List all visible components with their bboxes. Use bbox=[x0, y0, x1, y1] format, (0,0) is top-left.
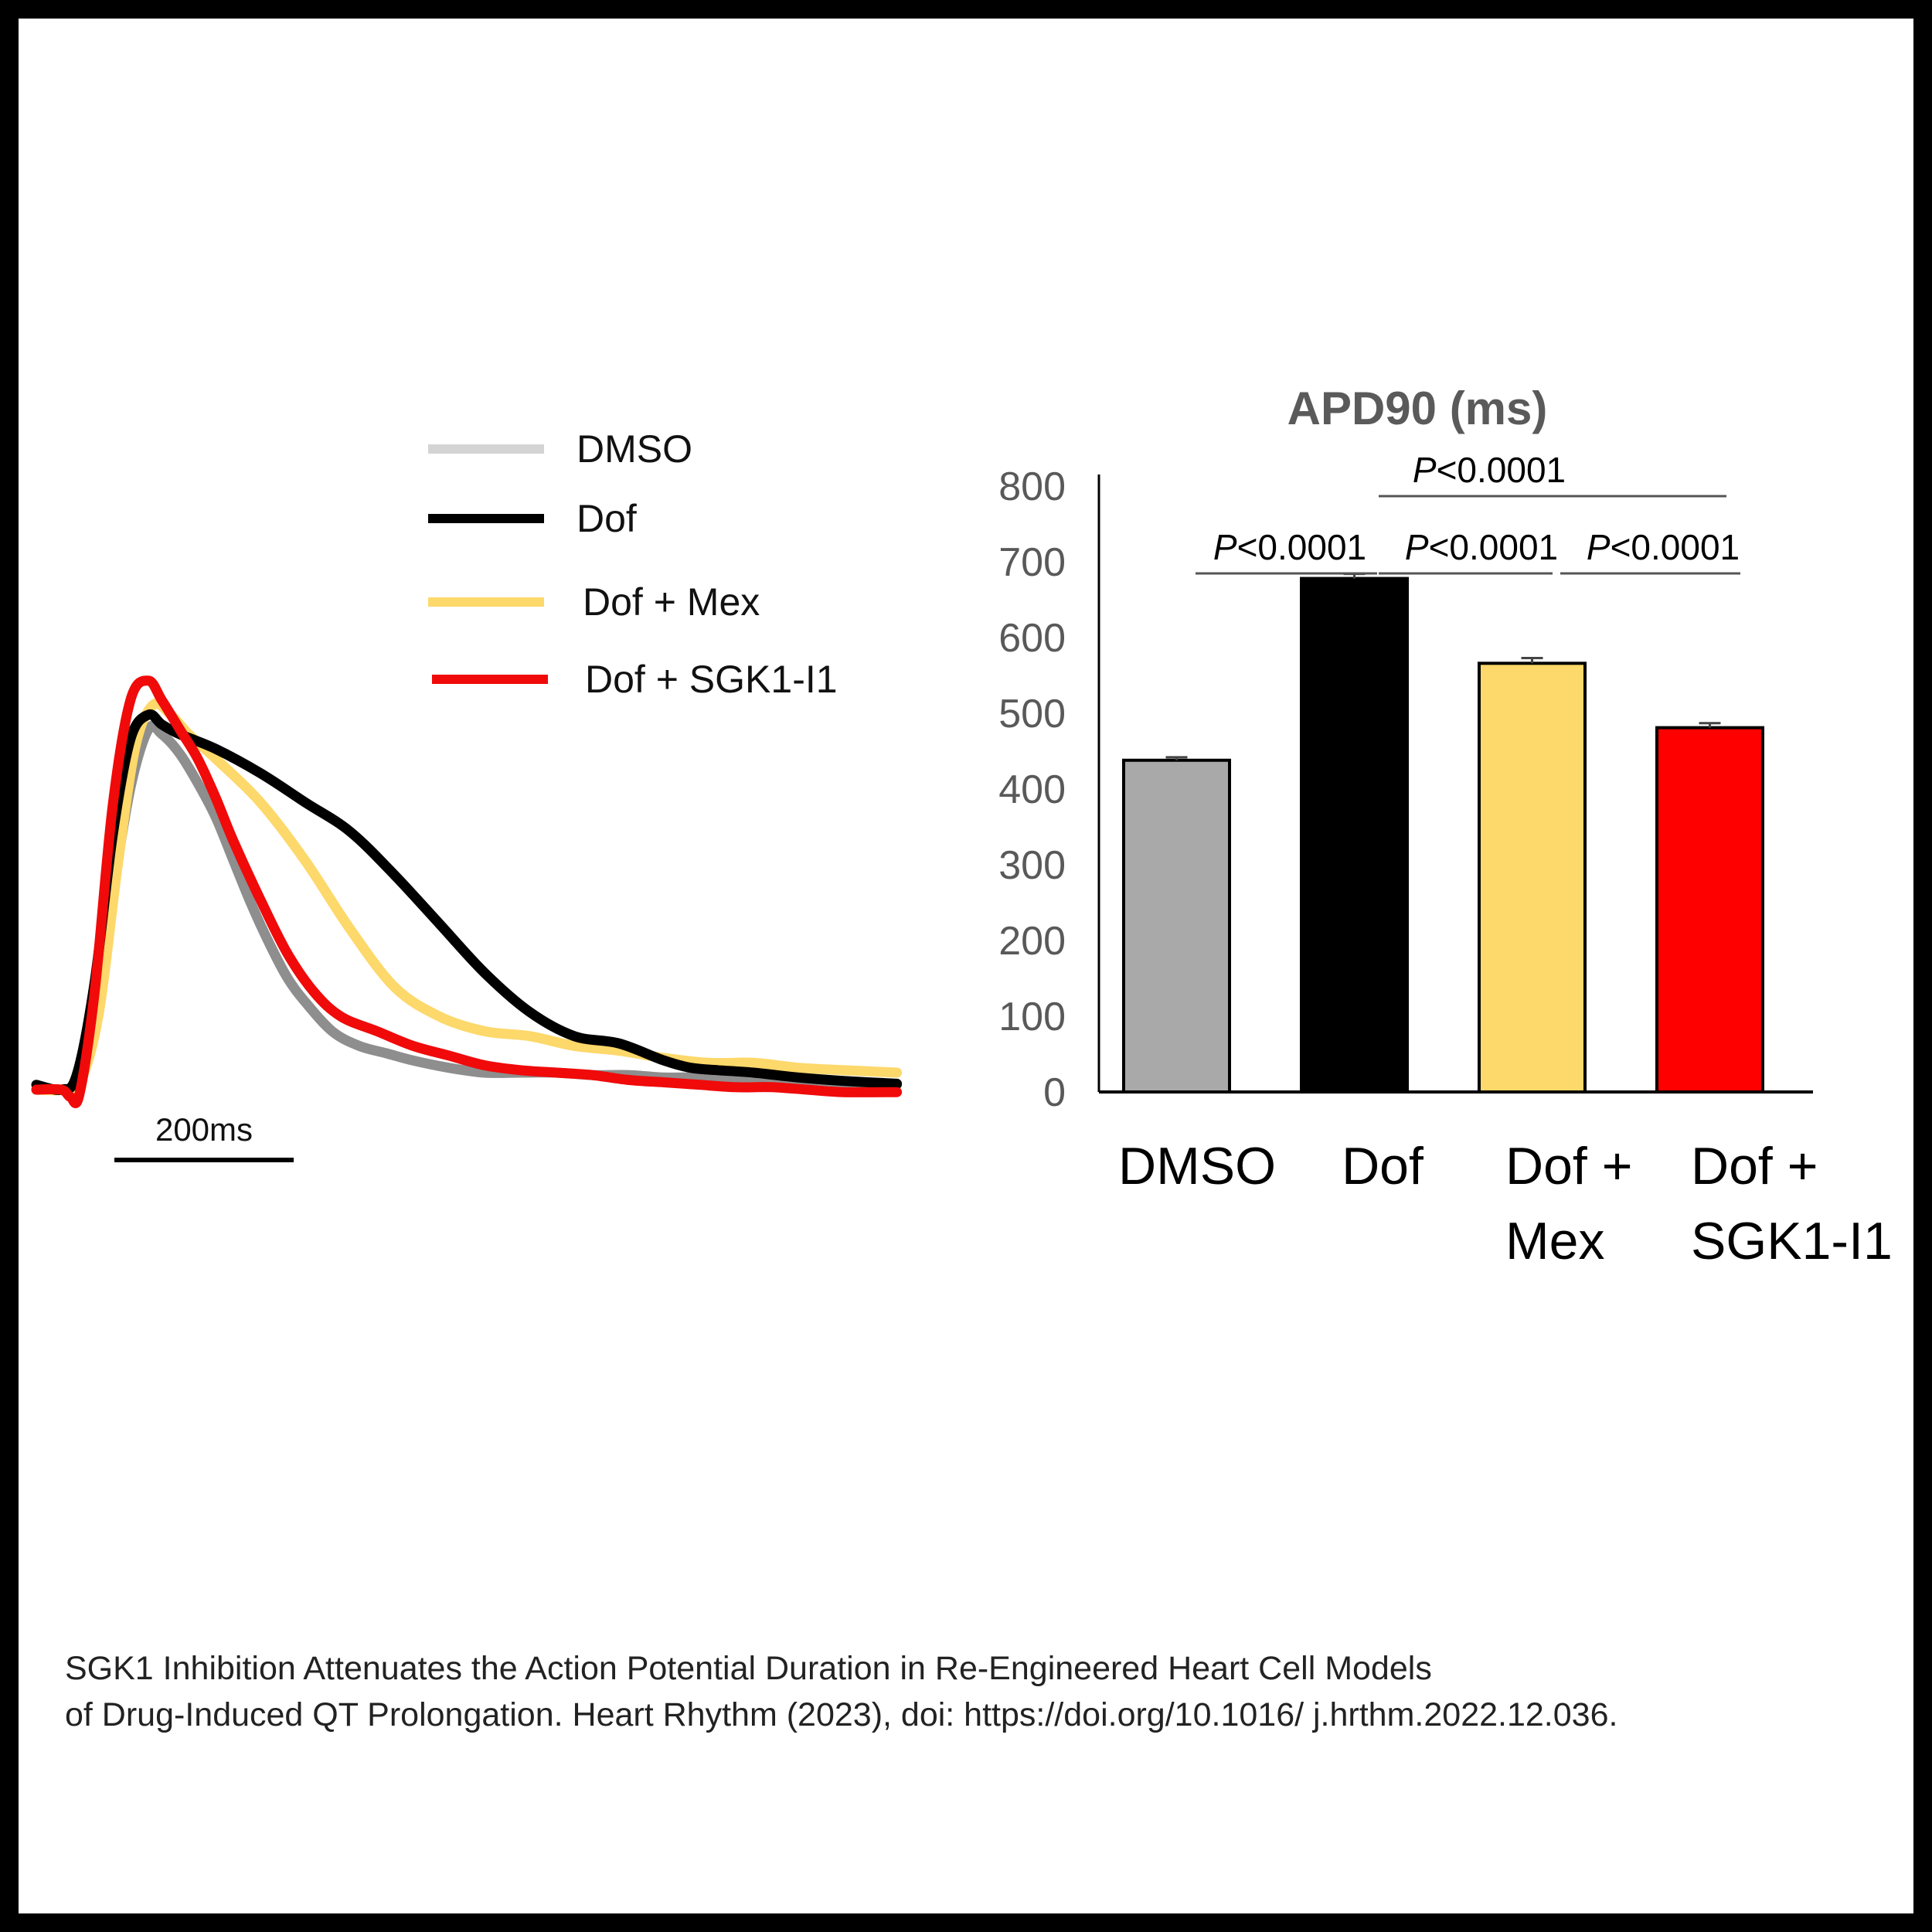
legend-label-dof: Dof bbox=[577, 497, 637, 540]
bar-dof-sgk1-i1 bbox=[1655, 726, 1764, 1094]
caption-line-1: SGK1 Inhibition Attenuates the Action Po… bbox=[65, 1650, 1432, 1687]
figure-svg: DMSO Dof Dof + Mex Dof + SGK1-I1 200ms APD9… bbox=[31, 383, 1893, 1270]
y-tick-label-400: 400 bbox=[998, 767, 1066, 812]
significance-label-4: P<0.0001 bbox=[1413, 450, 1566, 490]
bar-dmso bbox=[1122, 758, 1231, 1094]
scale-bar-label: 200ms bbox=[155, 1111, 253, 1148]
bar-dof bbox=[1300, 577, 1409, 1094]
trace-dof bbox=[31, 709, 903, 1095]
scale-bar: 200ms bbox=[114, 1111, 294, 1162]
action-potential-traces bbox=[31, 675, 903, 1109]
y-tick-label-500: 500 bbox=[998, 692, 1066, 736]
legend: DMSO Dof Dof + Mex Dof + SGK1-I1 bbox=[428, 427, 838, 701]
figure-caption: SGK1 Inhibition Attenuates the Action Po… bbox=[65, 1645, 1920, 1738]
x-tick-label-dof-sgk1-i1: Dof + SGK1-I1 bbox=[1691, 1137, 1893, 1270]
y-tick-label-0: 0 bbox=[1043, 1070, 1066, 1115]
y-tick-label-100: 100 bbox=[998, 995, 1066, 1039]
y-tick-label-200: 200 bbox=[998, 919, 1066, 964]
y-tick-label-800: 800 bbox=[998, 464, 1066, 509]
figure-panel: DMSO Dof Dof + Mex Dof + SGK1-I1 200ms APD9… bbox=[19, 19, 1913, 1913]
apd90-bar-chart: APD90 (ms) 0 100 200 300 400 500 600 700 800 DMSO D… bbox=[998, 383, 1893, 1270]
x-tick-label-dof: Dof bbox=[1342, 1137, 1423, 1196]
trace-dof-mex bbox=[31, 698, 903, 1096]
legend-label-dmso: DMSO bbox=[577, 427, 692, 471]
chart-title: APD90 (ms) bbox=[1287, 383, 1548, 434]
bar-dof-mex bbox=[1478, 662, 1587, 1094]
y-tick-label-600: 600 bbox=[998, 616, 1066, 661]
x-tick-label-dmso: DMSO bbox=[1118, 1137, 1276, 1196]
y-tick-label-300: 300 bbox=[998, 843, 1066, 888]
legend-label-dof-mex: Dof + Mex bbox=[583, 580, 760, 624]
trace-dof-sgk1-i1 bbox=[31, 675, 903, 1109]
significance-label-3: P<0.0001 bbox=[1587, 527, 1740, 567]
y-tick-label-700: 700 bbox=[998, 540, 1066, 585]
x-tick-label-dof-mex: Dof + Mex bbox=[1505, 1137, 1632, 1270]
caption-line-2: of Drug-Induced QT Prolongation. Heart R… bbox=[65, 1696, 1618, 1733]
legend-label-dof-sgk1-i1: Dof + SGK1-I1 bbox=[585, 658, 838, 701]
significance-label-2: P<0.0001 bbox=[1405, 527, 1558, 567]
significance-label-1: P<0.0001 bbox=[1213, 527, 1366, 567]
trace-dmso bbox=[31, 720, 903, 1097]
